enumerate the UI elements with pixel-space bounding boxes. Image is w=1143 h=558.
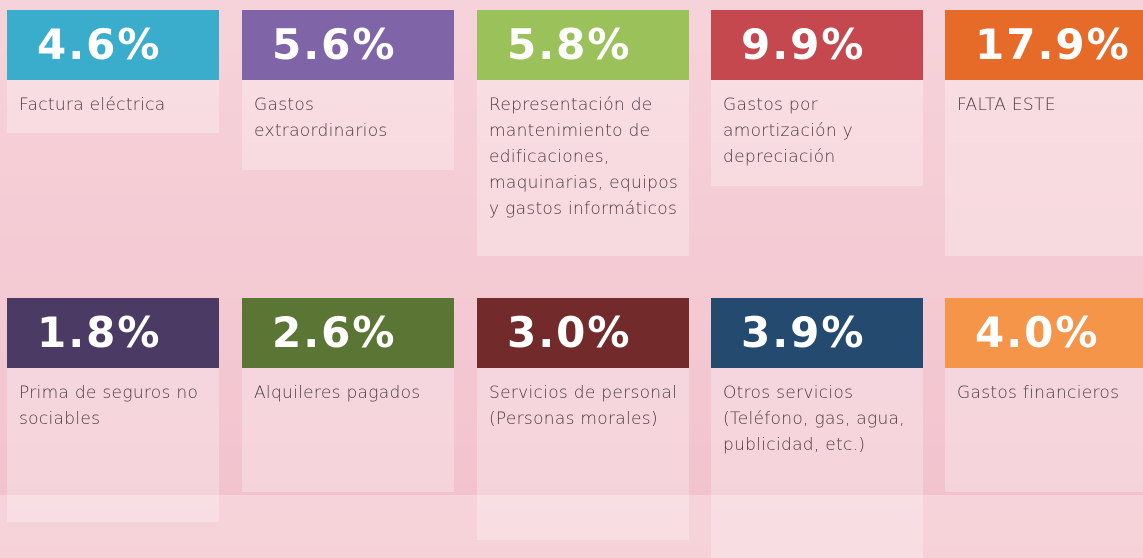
page: 4.6% Factura eléctrica 5.6% Gastos extraord… xyxy=(0,0,1143,495)
card: 17.9% FALTA ESTE xyxy=(945,10,1143,256)
card: 5.8% Representación de mantenimiento de e… xyxy=(477,10,689,256)
card: 4.6% Factura eléctrica xyxy=(7,10,219,133)
card-label: FALTA ESTE xyxy=(945,80,1143,256)
card-value: 3.9% xyxy=(711,298,923,368)
card-label: Factura eléctrica xyxy=(7,80,219,133)
card-value: 1.8% xyxy=(7,298,219,368)
card: 4.0% Gastos financieros xyxy=(945,298,1143,492)
card-value: 2.6% xyxy=(242,298,454,368)
card-label: Prima de seguros no sociables xyxy=(7,368,219,522)
card: 9.9% Gastos por amortización y depreciaci… xyxy=(711,10,923,186)
card-value: 9.9% xyxy=(711,10,923,80)
card-label: Gastos financieros xyxy=(945,368,1143,492)
card-value: 17.9% xyxy=(945,10,1143,80)
card-value: 5.6% xyxy=(242,10,454,80)
card-label: Otros servicios (Teléfono, gas, agua, pu… xyxy=(711,368,923,558)
card: 3.9% Otros servicios (Teléfono, gas, agua… xyxy=(711,298,923,558)
card-label: Representación de mantenimiento de edifi… xyxy=(477,80,689,256)
card: 5.6% Gastos extraordinarios xyxy=(242,10,454,170)
card-label: Servicios de personal (Personas morales) xyxy=(477,368,689,540)
card-value: 4.6% xyxy=(7,10,219,80)
card-value: 3.0% xyxy=(477,298,689,368)
card: 3.0% Servicios de personal (Personas mora… xyxy=(477,298,689,540)
card-label: Gastos por amortización y depreciación xyxy=(711,80,923,186)
card: 1.8% Prima de seguros no sociables xyxy=(7,298,219,522)
card-label: Gastos extraordinarios xyxy=(242,80,454,170)
card-label: Alquileres pagados xyxy=(242,368,454,492)
card-value: 4.0% xyxy=(945,298,1143,368)
card-value: 5.8% xyxy=(477,10,689,80)
card: 2.6% Alquileres pagados xyxy=(242,298,454,492)
